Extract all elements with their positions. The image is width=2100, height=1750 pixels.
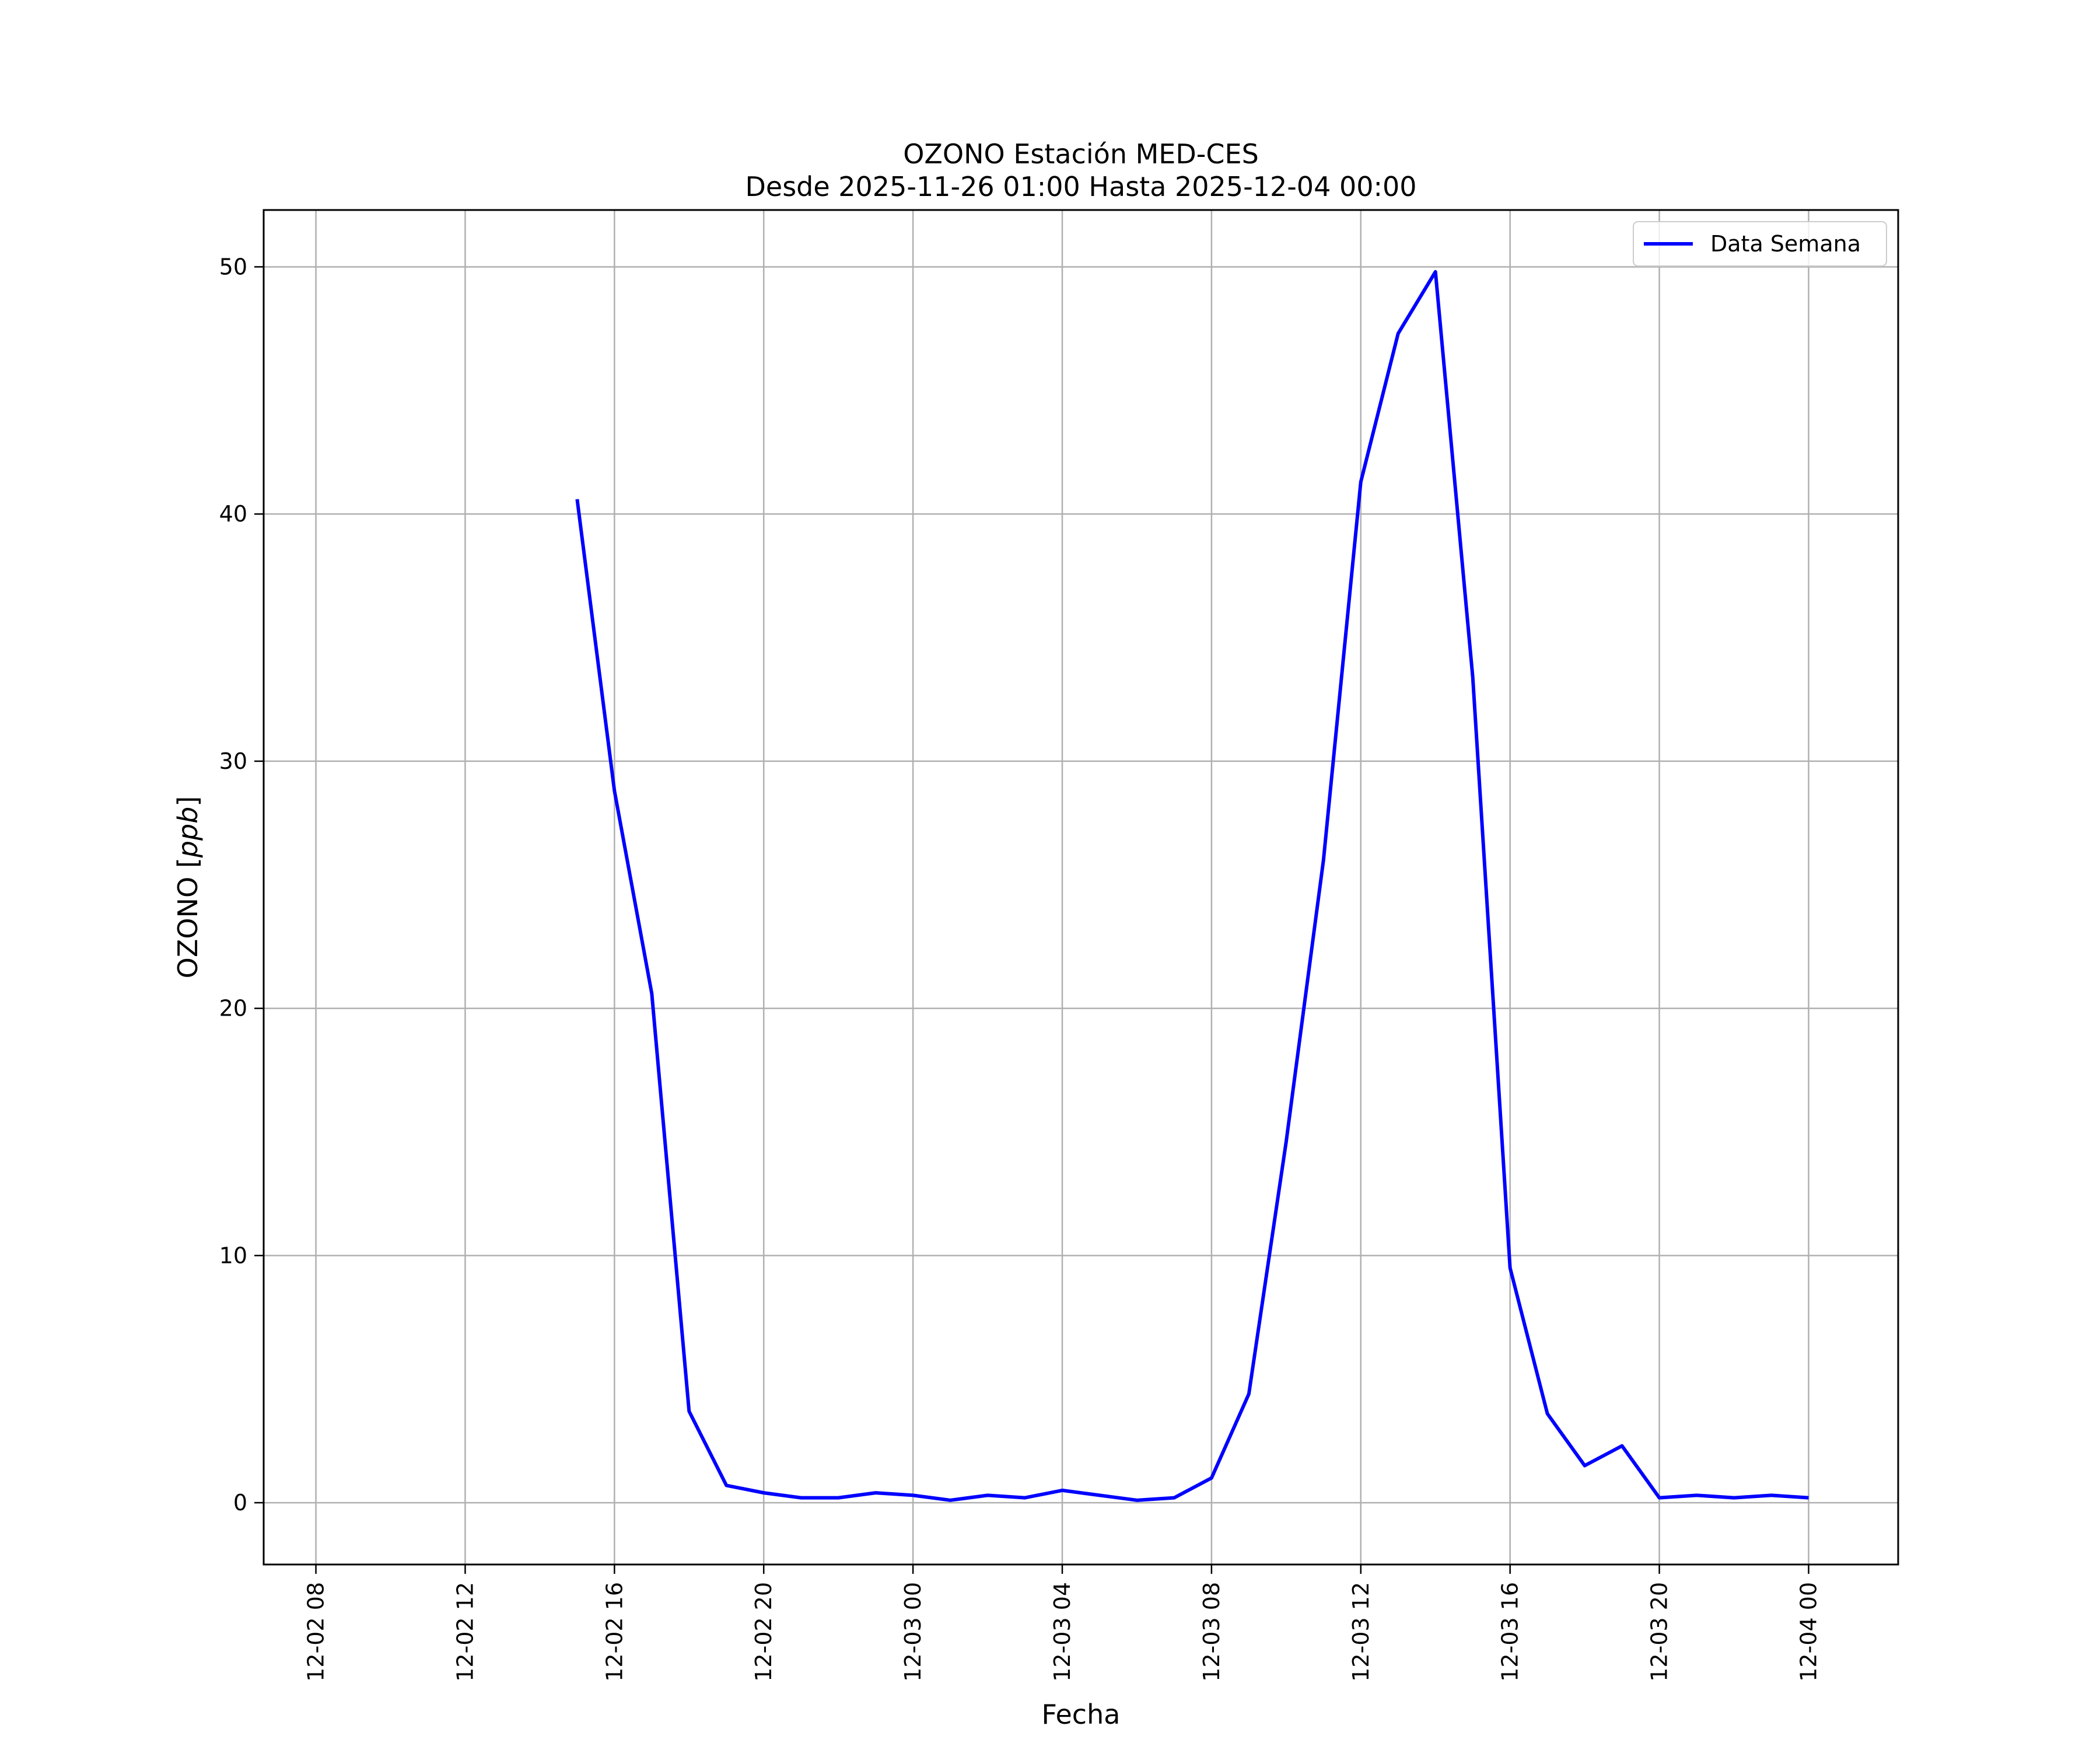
y-axis-label: OZONO [ppb] xyxy=(172,796,204,979)
x-tick-label: 12-02 20 xyxy=(751,1582,776,1682)
x-tick-label: 12-04 00 xyxy=(1796,1582,1821,1682)
x-tick-label: 12-03 12 xyxy=(1348,1582,1374,1682)
chart-subtitle: Desde 2025-11-26 01:00 Hasta 2025-12-04 … xyxy=(745,171,1416,202)
y-tick-label: 50 xyxy=(219,254,247,279)
x-tick-label: 12-03 00 xyxy=(900,1582,926,1682)
x-axis: 12-02 08 12-02 12 12-02 16 12-02 20 12-03 00… xyxy=(303,1564,1821,1682)
plot-area xyxy=(262,209,1899,1566)
legend-label-data-semana: Data Semana xyxy=(1710,231,1861,257)
series-layer xyxy=(575,270,1809,1502)
y-tick-label: 0 xyxy=(233,1490,247,1516)
plot-frame xyxy=(262,209,1899,1566)
y-axis-label-prefix: OZONO [ xyxy=(172,858,204,978)
series-line-data-semana xyxy=(575,270,1809,1502)
legend: Data Semana xyxy=(1633,221,1887,267)
chart-title: OZONO Estación MED-CES xyxy=(903,138,1259,170)
y-axis: 0 10 20 30 40 50 xyxy=(219,254,264,1516)
x-tick-label: 12-03 16 xyxy=(1497,1582,1523,1682)
x-tick-label: 12-02 16 xyxy=(601,1582,627,1682)
x-tick-label: 12-02 08 xyxy=(303,1582,329,1682)
y-tick-label: 30 xyxy=(219,748,247,774)
y-axis-label-unit: ppb xyxy=(172,807,204,859)
x-tick-label: 12-03 04 xyxy=(1049,1582,1075,1682)
y-tick-label: 20 xyxy=(219,996,247,1021)
x-tick-label: 12-03 20 xyxy=(1647,1582,1672,1682)
grid-lines xyxy=(264,210,1898,1564)
y-tick-label: 40 xyxy=(219,501,247,527)
y-tick-label: 10 xyxy=(219,1242,247,1268)
x-tick-label: 12-03 08 xyxy=(1199,1582,1224,1682)
y-axis-label-suffix: ] xyxy=(172,796,204,807)
legend-box xyxy=(1633,221,1887,267)
x-tick-label: 12-02 12 xyxy=(452,1582,478,1682)
x-axis-label: Fecha xyxy=(1042,1699,1121,1730)
